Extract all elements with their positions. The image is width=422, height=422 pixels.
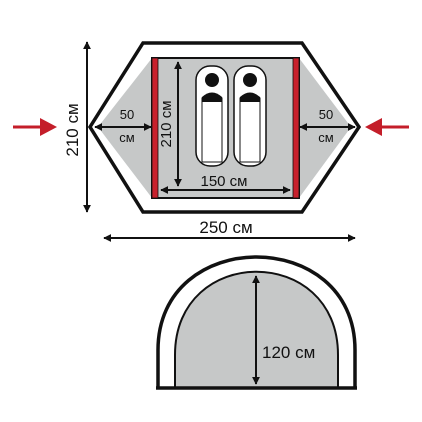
overall-width-label: 250 см (199, 218, 252, 237)
sleeping-bag-icon (233, 65, 267, 167)
door-right (292, 57, 300, 199)
vestibule-left-value: 50 (120, 107, 134, 122)
entrance-arrow-icon (365, 118, 409, 136)
vestibule-right-value: 50 (319, 107, 333, 122)
door-left (151, 57, 159, 199)
overall-depth-label: 210 см (63, 103, 82, 156)
height-label: 120 см (262, 343, 315, 362)
vestibule-left-unit: см (119, 130, 135, 145)
entrance-arrow-icon (13, 118, 57, 136)
vestibule-right-unit: см (318, 130, 334, 145)
sleeping-bag-icon (195, 65, 229, 167)
inner-depth-label: 210 см (158, 100, 175, 147)
inner-width-label: 150 см (200, 173, 247, 190)
side-view: 120 см (156, 255, 357, 390)
top-view: 210 см 150 см 50 см 50 см 210 см 250 см (13, 41, 409, 242)
